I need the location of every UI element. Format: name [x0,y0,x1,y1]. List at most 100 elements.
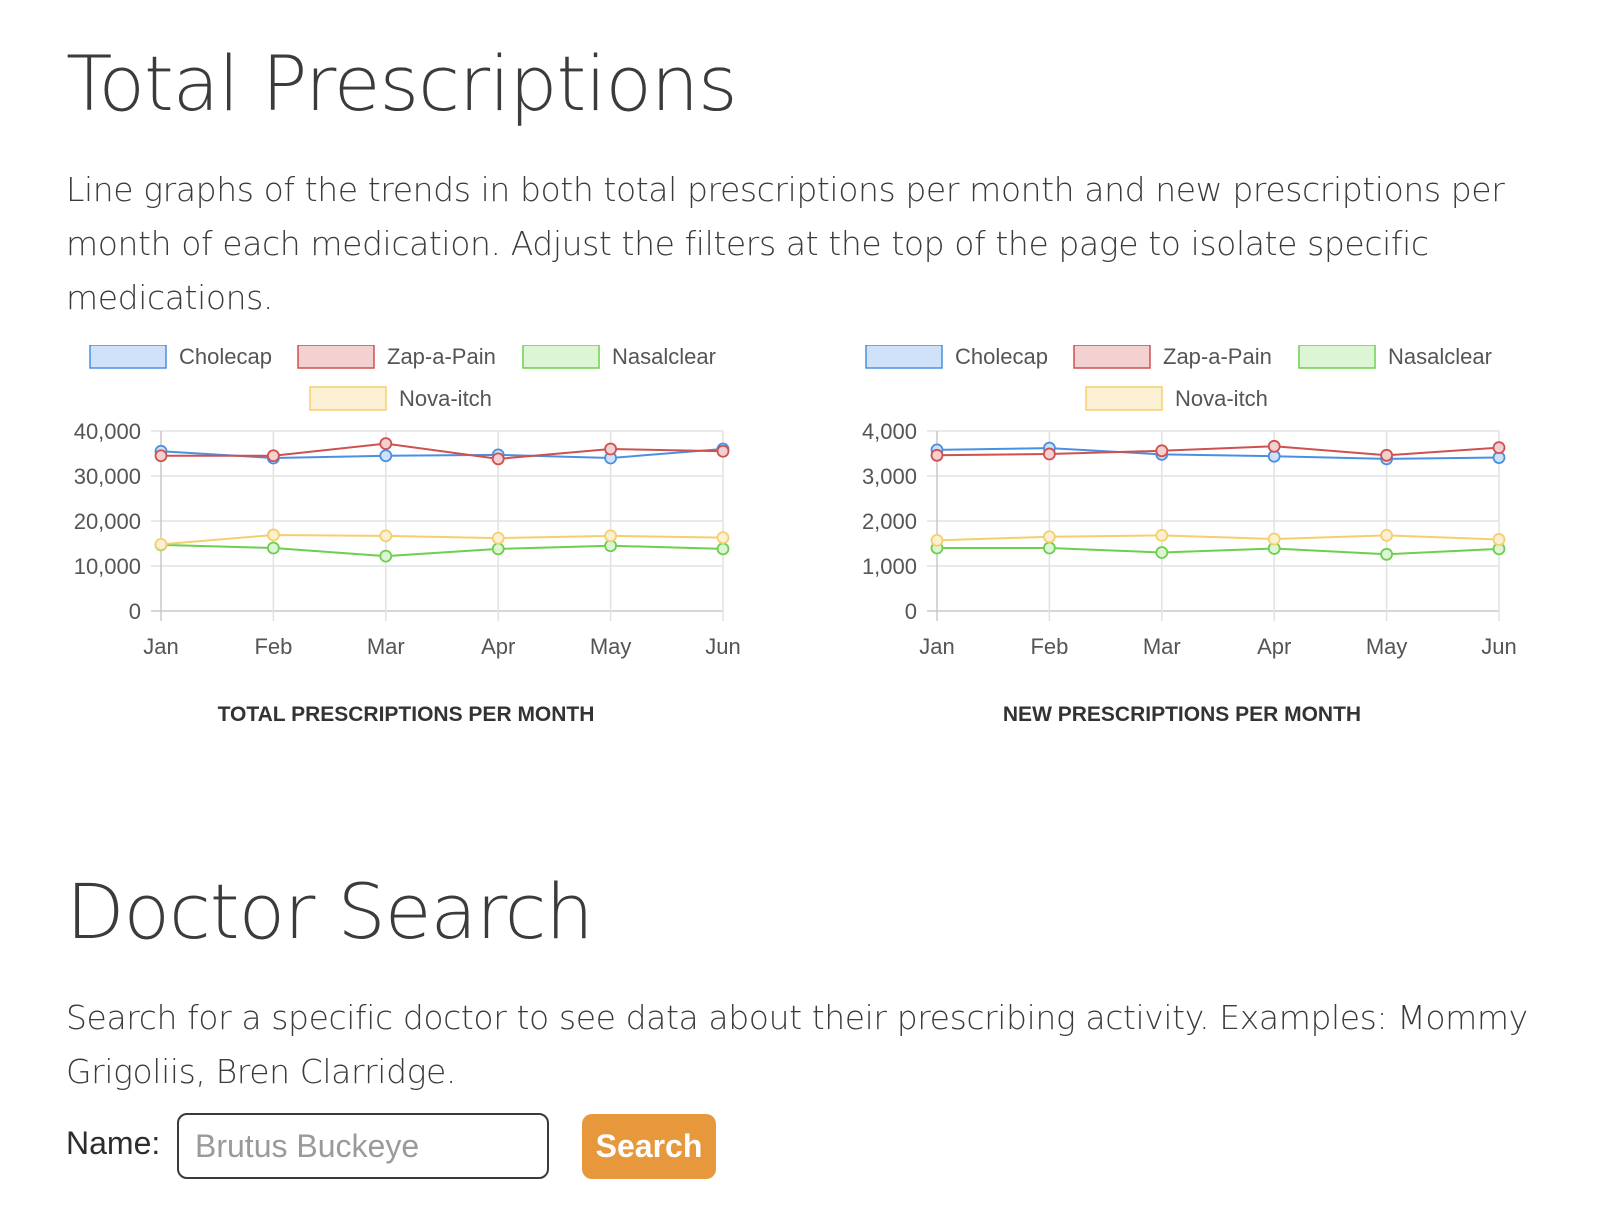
x-tick-label: Jan [143,634,178,659]
data-point[interactable] [154,449,168,463]
legend-label: Zap-a-Pain [1163,345,1272,369]
series-line [936,445,1500,457]
series-line [160,533,724,546]
legend-item-nova-itch[interactable]: Nova-itch [309,386,492,411]
series-nova-itch [930,528,1506,547]
data-point[interactable] [491,452,505,466]
y-tick-label: 3,000 [862,464,917,489]
data-point[interactable] [930,533,944,547]
x-tick-label: Jun [1481,634,1516,659]
x-tick-label: Jun [705,634,740,659]
data-point[interactable] [1380,528,1393,542]
x-tick-label: Feb [1030,634,1068,659]
data-point[interactable] [379,549,393,563]
data-point[interactable] [1155,546,1169,559]
x-tick-label: May [1366,634,1408,659]
series-line [936,447,1500,460]
legend-swatch [1073,345,1151,369]
data-point[interactable] [1267,532,1281,546]
legend-swatch [1085,386,1163,411]
data-point[interactable] [491,531,505,545]
data-point[interactable] [1155,444,1169,458]
doctor-search-description: Search for a specific doctor to see data… [66,998,1528,1091]
legend-label: Nova-itch [399,386,492,411]
y-tick-label: 40,000 [74,419,141,444]
legend-item-zap-a-pain[interactable]: Zap-a-Pain [1073,345,1272,369]
grid [927,430,1500,621]
x-tick-label: May [590,634,632,659]
y-tick-label: 30,000 [74,464,141,489]
series-line [937,547,1500,556]
legend-swatch [865,345,943,369]
chart-title: NEW PRESCRIPTIONS PER MONTH [1003,703,1361,726]
legend-item-zap-a-pain[interactable]: Zap-a-Pain [297,345,496,369]
x-tick-label: Feb [254,634,292,659]
legend-label: Nasalclear [612,345,716,369]
legend-label: Nova-itch [1175,386,1268,411]
doctor-name-input[interactable] [177,1113,549,1179]
data-point[interactable] [1155,528,1169,542]
data-point[interactable] [1380,547,1393,561]
data-point[interactable] [266,528,280,542]
legend-swatch [297,345,375,369]
grid [151,430,724,621]
y-tick-label: 20,000 [74,509,141,534]
data-point[interactable] [716,531,730,545]
total-prescriptions-chart: Cholecap Zap-a-Pain Nasalclear Nova-itch 0 10… [74,345,741,726]
data-point[interactable] [379,437,393,450]
x-tick-label: Apr [481,634,515,659]
search-button[interactable]: Search [582,1114,716,1179]
y-tick-label: 10,000 [74,554,141,579]
x-tick-label: Apr [1257,634,1291,659]
y-tick-label: 4,000 [862,419,917,444]
data-point[interactable] [491,542,505,556]
series-line [936,534,1500,542]
total-prescriptions-title: Total Prescriptions [66,39,738,128]
data-point[interactable] [1042,447,1056,461]
legend-label: Nasalclear [1388,345,1492,369]
legend-swatch [1298,345,1376,369]
legend-item-cholecap[interactable]: Cholecap [865,345,1048,369]
x-tick-label: Jan [919,634,954,659]
data-point[interactable] [1492,441,1506,455]
series-line [160,448,724,460]
y-tick-label: 1,000 [862,554,917,579]
series-line [161,442,724,460]
data-point[interactable] [1492,533,1506,546]
x-tick-label: Mar [367,634,405,659]
data-point[interactable] [379,449,393,463]
y-tick-label: 0 [905,599,917,624]
data-point[interactable] [716,542,730,556]
chart-title: TOTAL PRESCRIPTIONS PER MONTH [218,703,595,726]
y-tick-label: 0 [129,599,141,624]
data-point[interactable] [266,541,280,555]
data-point[interactable] [930,448,944,462]
data-point[interactable] [379,529,393,543]
data-point[interactable] [604,442,617,456]
data-point[interactable] [1042,530,1056,544]
y-tick-label: 2,000 [862,509,917,534]
series-line [160,543,724,558]
data-point[interactable] [1267,439,1281,453]
data-point[interactable] [266,449,280,463]
data-point[interactable] [1042,541,1056,555]
legend-item-cholecap[interactable]: Cholecap [89,345,272,369]
data-point[interactable] [716,444,730,458]
legend-label: Cholecap [179,345,272,369]
legend-swatch [309,386,387,411]
legend-swatch [522,345,600,369]
legend-item-nasalclear[interactable]: Nasalclear [522,345,716,369]
data-point[interactable] [154,537,168,551]
legend-label: Zap-a-Pain [387,345,496,369]
series-zap-a-pain [154,437,730,466]
data-point[interactable] [604,529,617,543]
series-nasalclear [930,541,1506,561]
series-nova-itch [154,528,730,551]
total-prescriptions-description: Line graphs of the trends in both total … [66,170,1505,317]
legend-item-nasalclear[interactable]: Nasalclear [1298,345,1492,369]
series-zap-a-pain [930,439,1506,462]
data-point[interactable] [1380,448,1393,462]
doctor-search-title: Doctor Search [66,867,594,956]
legend-item-nova-itch[interactable]: Nova-itch [1085,386,1268,411]
x-tick-label: Mar [1143,634,1181,659]
